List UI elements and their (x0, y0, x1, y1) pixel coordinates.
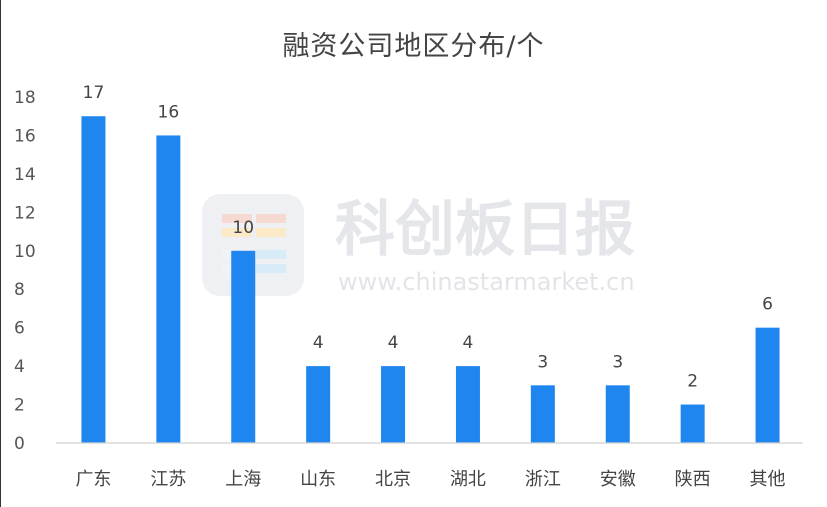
bar-1 (156, 135, 181, 443)
data-label: 17 (83, 83, 105, 103)
x-tick-label: 安徽 (600, 469, 636, 490)
y-axis: 0 2 4 6 8 10 12 14 16 18 (14, 88, 36, 454)
data-label: 4 (388, 333, 399, 353)
y-tick-label: 6 (14, 319, 25, 339)
y-tick-label: 0 (14, 434, 25, 454)
data-label: 3 (537, 352, 548, 372)
y-tick-label: 12 (14, 203, 36, 223)
bar-8 (680, 404, 705, 443)
data-label: 6 (762, 295, 773, 315)
bar-2 (231, 250, 256, 443)
x-tick-label: 其他 (750, 469, 786, 490)
x-axis: 广东 江苏 上海 山东 北京 湖北 浙江 安徽 陕西 其他 (75, 469, 785, 490)
chart-title: 融资公司地区分布/个 (282, 31, 545, 62)
y-tick-label: 10 (14, 242, 36, 262)
data-label: 3 (612, 352, 623, 372)
x-tick-label: 广东 (75, 469, 111, 490)
data-label: 16 (158, 102, 180, 122)
data-label: 4 (313, 333, 324, 353)
data-label: 2 (687, 372, 698, 392)
data-label: 10 (232, 218, 254, 238)
bar-9 (755, 327, 780, 443)
x-tick-label: 北京 (375, 469, 411, 490)
y-tick-label: 2 (14, 396, 25, 416)
y-tick-label: 8 (14, 280, 25, 300)
y-tick-label: 18 (14, 88, 36, 108)
watermark-url: www.chinastarmarket.cn (338, 268, 635, 296)
watermark: 科创板日报 www.chinastarmarket.cn (202, 194, 635, 296)
x-tick-label: 浙江 (525, 469, 561, 490)
data-labels: 17 16 10 4 4 4 3 3 2 6 (83, 83, 773, 391)
bar-6 (530, 385, 555, 443)
x-tick-label: 山东 (300, 469, 336, 490)
bar-3 (306, 366, 331, 443)
bar-7 (605, 385, 630, 443)
y-tick-label: 16 (14, 126, 36, 146)
y-tick-label: 4 (14, 357, 25, 377)
data-label: 4 (463, 333, 474, 353)
bar-5 (455, 366, 480, 443)
bars (81, 116, 780, 443)
y-tick-label: 14 (14, 165, 36, 185)
x-tick-label: 陕西 (675, 469, 711, 490)
x-tick-label: 湖北 (450, 469, 486, 490)
watermark-text: 科创板日报 (335, 195, 635, 265)
x-tick-label: 江苏 (150, 469, 186, 490)
x-tick-label: 上海 (225, 469, 261, 490)
bar-4 (381, 366, 406, 443)
bar-0 (81, 116, 106, 443)
